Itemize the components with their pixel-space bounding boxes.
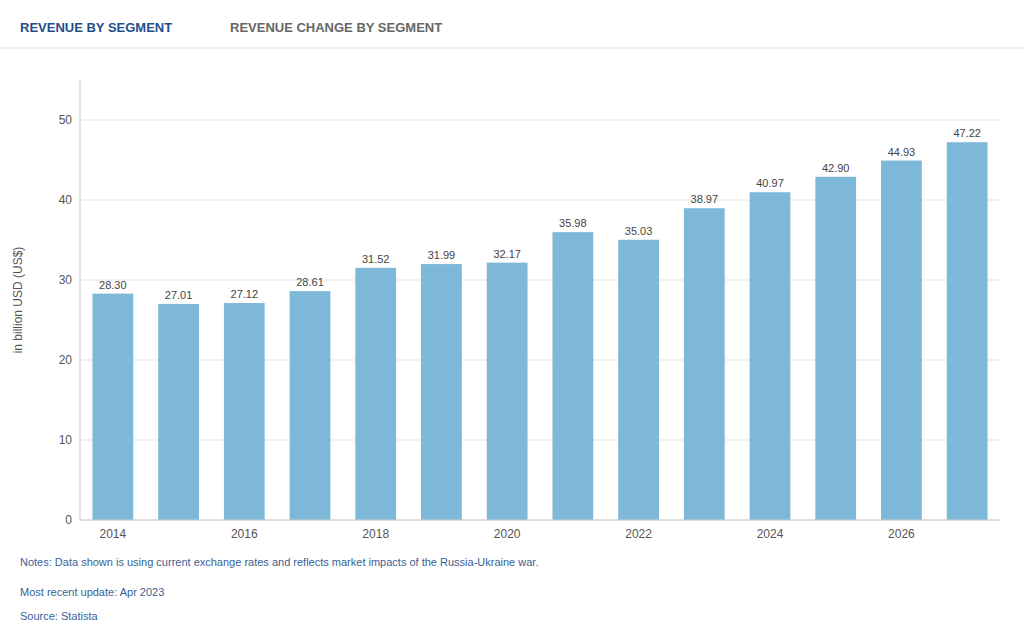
x-tick-label: 2016	[231, 527, 258, 541]
x-axis-line	[80, 520, 1000, 521]
grid-line	[80, 360, 1000, 361]
grid-line	[80, 200, 1000, 201]
data-label: 35.98	[559, 217, 587, 229]
y-axis-line	[80, 80, 81, 520]
x-tick-label: 2018	[362, 527, 389, 541]
x-tick-label: 2014	[100, 527, 127, 541]
bar	[224, 303, 265, 520]
background	[0, 0, 1024, 643]
y-axis-label: in billion USD (US$)	[11, 247, 25, 354]
chart: REVENUE BY SEGMENT REVENUE CHANGE BY SEGM…	[0, 0, 1024, 643]
y-tick-label: 20	[59, 353, 73, 367]
data-labels: 28.30 27.01 27.12 28.61 31.52 31.99 32.17 35.98…	[99, 127, 981, 301]
x-tick-label: 2026	[888, 527, 915, 541]
grid-line	[80, 120, 1000, 121]
y-tick-label: 10	[59, 433, 73, 447]
bar	[750, 192, 791, 520]
x-axis: 2014 2016 2018 2020 2022 2024 2026	[100, 527, 916, 541]
y-axis: 0 10 20 30 40 50	[59, 113, 1000, 527]
bar	[684, 208, 725, 520]
bar	[92, 294, 133, 520]
data-label: 35.03	[625, 225, 653, 237]
data-label: 42.90	[822, 162, 850, 174]
bar	[487, 263, 528, 520]
subtitle: REVENUE CHANGE BY SEGMENT	[230, 20, 442, 35]
bar	[290, 291, 331, 520]
data-label: 40.97	[756, 177, 784, 189]
bar	[947, 142, 988, 520]
grid-line	[80, 280, 1000, 281]
note: Most recent update: Apr 2023	[20, 586, 164, 598]
bar	[158, 304, 199, 520]
bar	[421, 264, 462, 520]
note: Source: Statista	[20, 610, 99, 622]
x-tick-label: 2020	[494, 527, 521, 541]
data-label: 32.17	[493, 248, 521, 260]
header-separator	[0, 48, 1024, 49]
y-tick-label: 30	[59, 273, 73, 287]
data-label: 31.99	[428, 249, 456, 261]
bar	[618, 240, 659, 520]
data-label: 47.22	[953, 127, 981, 139]
x-tick-label: 2022	[625, 527, 652, 541]
bars	[92, 142, 987, 520]
data-label: 44.93	[888, 146, 916, 158]
y-tick-label: 40	[59, 193, 73, 207]
bar	[881, 161, 922, 520]
y-tick-label: 50	[59, 113, 73, 127]
title: REVENUE BY SEGMENT	[20, 20, 172, 35]
bar	[815, 177, 856, 520]
bar	[552, 232, 593, 520]
grid-line	[80, 520, 1000, 521]
data-label: 27.01	[165, 289, 193, 301]
data-label: 28.61	[296, 276, 324, 288]
bar	[355, 268, 396, 520]
note: Notes: Data shown is using current excha…	[20, 556, 538, 568]
grid-line	[80, 440, 1000, 441]
data-label: 27.12	[231, 288, 259, 300]
x-tick-label: 2024	[757, 527, 784, 541]
y-tick-label: 0	[65, 513, 72, 527]
data-label: 28.30	[99, 279, 127, 291]
data-label: 31.52	[362, 253, 390, 265]
data-label: 38.97	[691, 193, 719, 205]
